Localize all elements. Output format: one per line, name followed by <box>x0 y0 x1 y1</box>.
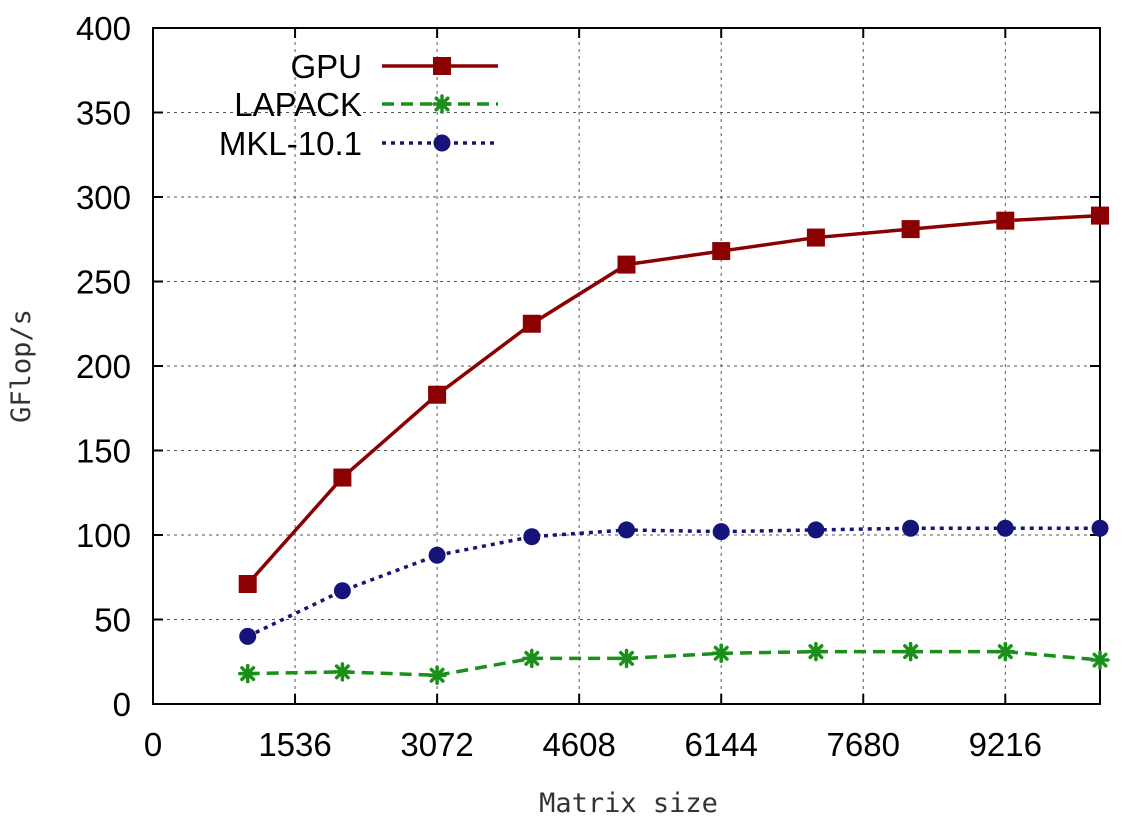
data-point <box>333 468 352 487</box>
data-point <box>333 582 351 600</box>
data-point <box>711 643 731 664</box>
legend-swatch-marker <box>433 57 451 75</box>
legend-label: MKL-10.1 <box>219 125 362 162</box>
data-point <box>428 385 447 404</box>
series-line <box>246 526 1100 638</box>
x-tick-label: 3072 <box>400 726 473 763</box>
y-tick-label: 300 <box>76 179 131 216</box>
legend-label: GPU <box>290 48 362 85</box>
y-tick-label: 0 <box>113 686 131 723</box>
data-point <box>806 641 826 662</box>
y-tick-label: 350 <box>76 95 131 132</box>
data-point <box>427 665 447 686</box>
legend-item: LAPACK <box>234 86 498 123</box>
data-point <box>807 521 825 539</box>
y-tick-label: 50 <box>94 602 131 639</box>
data-point <box>995 641 1016 662</box>
data-point <box>712 523 730 541</box>
data-point <box>996 211 1015 230</box>
data-point <box>900 641 921 662</box>
legend-item: GPU <box>290 48 498 85</box>
data-point <box>239 627 257 645</box>
data-point <box>618 521 635 539</box>
data-point <box>901 220 920 239</box>
x-tick-label: 7680 <box>827 726 900 763</box>
x-tick-label: 4608 <box>542 726 615 763</box>
series-gpu <box>238 206 1109 594</box>
data-point <box>1090 650 1110 670</box>
x-tick-label: 1536 <box>258 726 331 763</box>
legend-label: LAPACK <box>234 86 362 123</box>
data-point <box>238 575 257 594</box>
x-tick-label: 6144 <box>684 726 757 763</box>
y-tick-label: 100 <box>76 517 131 554</box>
y-tick-label: 250 <box>76 264 131 301</box>
data-point <box>712 242 731 261</box>
data-point <box>1091 519 1109 537</box>
series-line <box>246 213 1101 586</box>
axis-ticks: 0 50 100 150 200 250 300 350 400 0 1536 3072 4608 614… <box>76 10 1100 763</box>
series-line <box>247 649 1101 678</box>
data-point <box>332 662 353 682</box>
y-tick-label: 150 <box>76 433 131 470</box>
data-point <box>428 546 446 564</box>
x-tick-label: 9216 <box>969 726 1042 763</box>
y-tick-label: 400 <box>76 10 131 47</box>
legend-item: MKL-10.1 <box>219 125 498 162</box>
data-point <box>902 519 920 537</box>
legend-swatch-marker <box>432 94 452 114</box>
data-point <box>1091 206 1109 225</box>
data-point <box>523 528 541 546</box>
series-mkl-10-1 <box>239 519 1109 645</box>
data-point <box>616 648 637 669</box>
legend-swatch-marker <box>433 134 451 152</box>
data-point <box>522 648 542 669</box>
y-tick-label: 200 <box>76 348 131 385</box>
data-point <box>806 228 825 247</box>
data-point <box>996 519 1014 537</box>
x-axis-title: Matrix size <box>539 788 718 817</box>
data-point <box>522 314 541 333</box>
data-point <box>237 663 258 684</box>
series-lapack <box>237 641 1110 686</box>
series-layer <box>237 206 1110 686</box>
x-tick-label: 0 <box>144 726 162 763</box>
y-axis-title: GFlop/s <box>6 309 37 423</box>
data-point <box>617 255 636 274</box>
